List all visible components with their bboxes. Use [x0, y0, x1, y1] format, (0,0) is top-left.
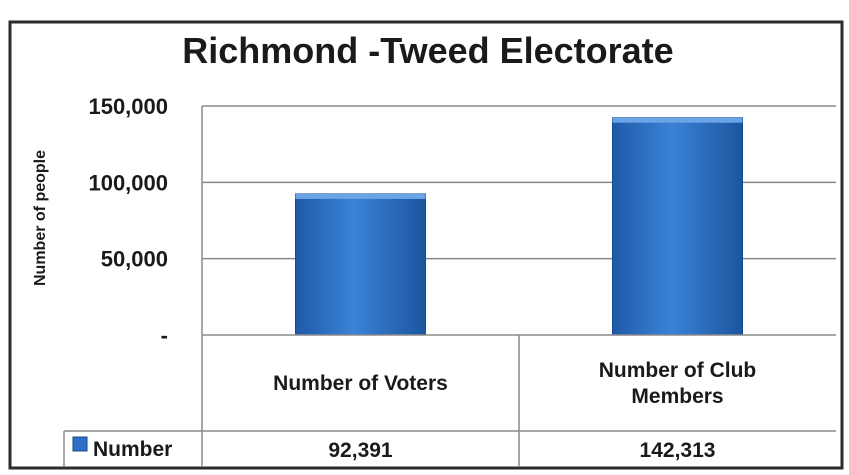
data-table-value: 142,313 — [640, 439, 716, 462]
category-label: Number of Club Members — [599, 359, 757, 408]
y-axis-label: Number of people — [32, 150, 49, 286]
data-table: Number of Voters Number of Club Members Num… — [63, 334, 836, 467]
y-tick-label: - — [161, 323, 168, 348]
data-table-value: 92,391 — [328, 439, 393, 462]
chart-title: Richmond -Tweed Electorate — [182, 30, 673, 71]
bars — [295, 117, 743, 336]
bar-2 — [612, 117, 743, 336]
category-label: Number of Voters — [273, 372, 448, 395]
bar-1 — [295, 193, 426, 336]
bar-top-highlight — [295, 193, 426, 199]
bar-top-highlight — [612, 117, 743, 123]
legend-label: Number — [93, 438, 172, 461]
y-axis-ticks: - 50,000 100,000 150,000 — [88, 94, 168, 348]
y-tick-label: 150,000 — [88, 94, 168, 119]
legend-swatch — [72, 436, 88, 452]
y-tick-label: 50,000 — [101, 247, 168, 272]
y-tick-label: 100,000 — [88, 170, 168, 195]
